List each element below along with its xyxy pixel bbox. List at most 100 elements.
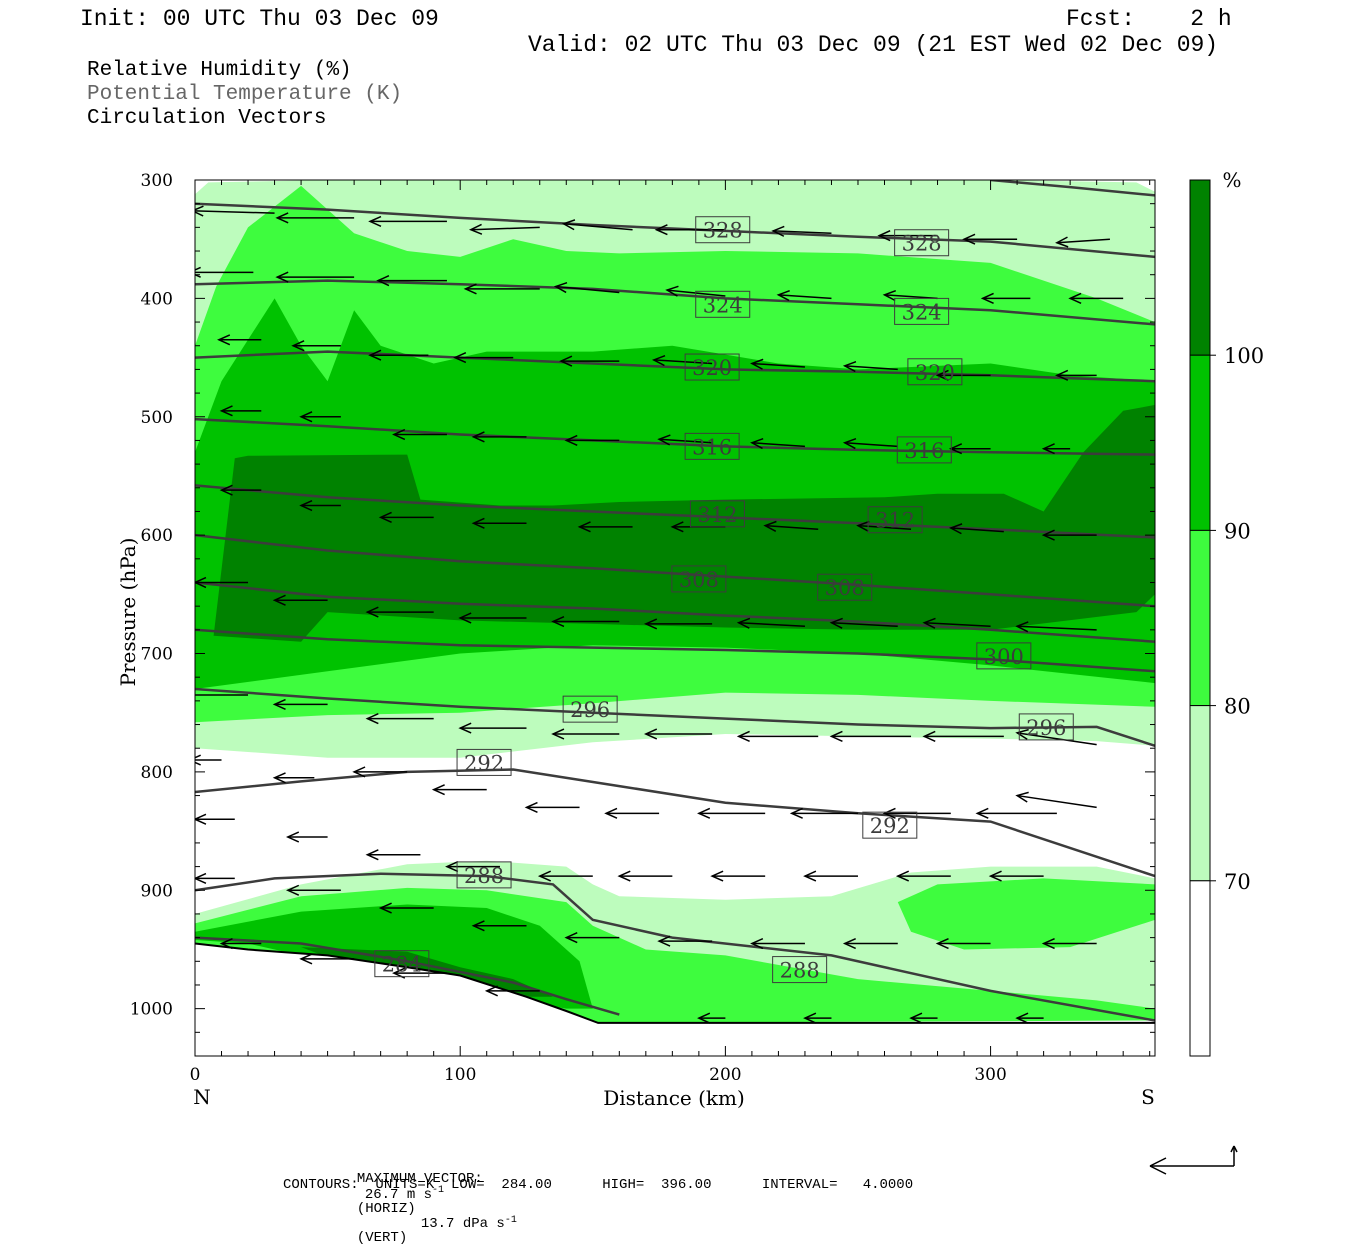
vector-head xyxy=(468,223,483,235)
circulation-vector xyxy=(980,292,1031,304)
circulation-vector xyxy=(272,594,328,606)
vector-head xyxy=(1068,292,1082,304)
vector-shaft xyxy=(653,359,713,365)
vector-head xyxy=(922,617,936,629)
theta-label-text: 288 xyxy=(780,959,820,983)
theta-contour-296 xyxy=(195,687,1155,747)
vector-head xyxy=(195,205,204,217)
circulation-vector xyxy=(471,517,527,529)
max-horiz-exponent: -1 xyxy=(432,1185,445,1196)
colorbar-swatch xyxy=(1189,529,1211,707)
theta-label-box xyxy=(695,216,751,244)
vector-head xyxy=(829,730,843,742)
colorbar-label: 100 xyxy=(1224,344,1264,368)
circulation-vector xyxy=(1068,292,1124,304)
max-horiz-value: 26.7 m s xyxy=(364,1186,433,1203)
theta-label-box xyxy=(456,748,512,776)
vector-head xyxy=(803,1012,817,1024)
vector-shaft xyxy=(857,524,912,530)
theta-label-312: 312 xyxy=(689,500,745,528)
circulation-vector xyxy=(195,205,275,217)
vector-head xyxy=(750,437,764,450)
vector-head xyxy=(710,870,724,882)
circulation-vector xyxy=(736,617,805,629)
colorbar-label: 70 xyxy=(1224,870,1251,894)
max-vector-label: MAXIMUM VECTOR: xyxy=(356,1171,483,1187)
x-axis-label: Distance (km) xyxy=(603,1086,745,1110)
circulation-vector xyxy=(195,813,235,825)
vector-head xyxy=(561,219,576,231)
circulation-vector xyxy=(291,340,341,352)
circulation-vector xyxy=(750,358,805,370)
circulation-vector xyxy=(275,271,355,283)
vector-head xyxy=(365,713,379,725)
vector-head xyxy=(195,266,201,278)
vector-head xyxy=(803,870,817,882)
vector-head xyxy=(553,281,568,294)
theta-label-324: 324 xyxy=(695,290,751,318)
circulation-vector xyxy=(217,334,262,346)
vector-head xyxy=(1015,728,1029,740)
circulation-vector xyxy=(697,1012,726,1024)
theta-label-text: 288 xyxy=(464,864,504,888)
circulation-vector xyxy=(750,937,805,950)
vector-head xyxy=(365,606,379,618)
circulation-vector xyxy=(195,694,249,696)
colorbar-label: 80 xyxy=(1224,695,1251,719)
theta-label-308: 308 xyxy=(671,565,727,593)
circulation-vector xyxy=(195,266,254,278)
circulation-vector xyxy=(877,230,938,242)
circulation-vector xyxy=(856,520,912,532)
vector-head xyxy=(392,428,406,441)
vector-head xyxy=(275,271,289,283)
circulation-vector xyxy=(654,224,726,236)
vector-head xyxy=(763,520,777,532)
theta-label-328: 328 xyxy=(894,229,950,257)
max-vert-exponent: -1 xyxy=(504,1214,517,1226)
circulation-vector xyxy=(962,233,1018,245)
vector-head xyxy=(877,230,891,242)
theta-label-300: 300 xyxy=(976,642,1032,670)
theta-label-box xyxy=(907,358,963,386)
circulation-vector xyxy=(471,431,527,443)
vector-shaft xyxy=(844,442,898,448)
circulation-vector xyxy=(553,281,620,294)
circulation-vector xyxy=(922,730,1004,742)
vector-head xyxy=(771,225,785,237)
circulation-vector xyxy=(935,937,991,950)
vector-head xyxy=(551,615,565,628)
vector-head xyxy=(195,813,207,825)
vector-head xyxy=(842,361,857,373)
rh-region-100 xyxy=(213,404,1155,642)
circulation-vector xyxy=(803,870,858,882)
theta-label-box xyxy=(772,956,828,984)
vector-head xyxy=(299,953,313,965)
vector-head xyxy=(643,618,658,630)
theta-contour-304 xyxy=(195,581,1155,643)
circulation-vector xyxy=(551,615,620,628)
theta-label-text: 328 xyxy=(902,232,942,256)
circulation-vector xyxy=(1041,529,1097,541)
vector-head xyxy=(1055,369,1069,381)
circulation-vector xyxy=(651,355,713,367)
vector-head xyxy=(604,807,618,819)
terrain-line xyxy=(195,942,1155,1024)
circulation-vector xyxy=(431,784,487,796)
theta-label-324: 324 xyxy=(894,297,950,325)
circulation-vector xyxy=(299,953,355,965)
theta-label-320: 320 xyxy=(684,353,740,381)
vector-head xyxy=(1041,443,1055,455)
theta-contour-288 xyxy=(195,872,1155,1022)
theta-label-text: 312 xyxy=(697,503,737,527)
vector-head xyxy=(935,369,949,381)
vector-head xyxy=(484,985,498,997)
circulation-vector xyxy=(935,369,991,381)
field-vectors-label: Circulation Vectors xyxy=(87,107,327,130)
circulation-vector xyxy=(1055,236,1110,248)
circulation-vector xyxy=(368,215,447,228)
vector-shaft xyxy=(831,621,898,628)
circulation-vector xyxy=(453,351,514,364)
vector-shaft xyxy=(924,621,991,628)
vector-head xyxy=(975,807,989,819)
vector-head xyxy=(299,411,313,423)
